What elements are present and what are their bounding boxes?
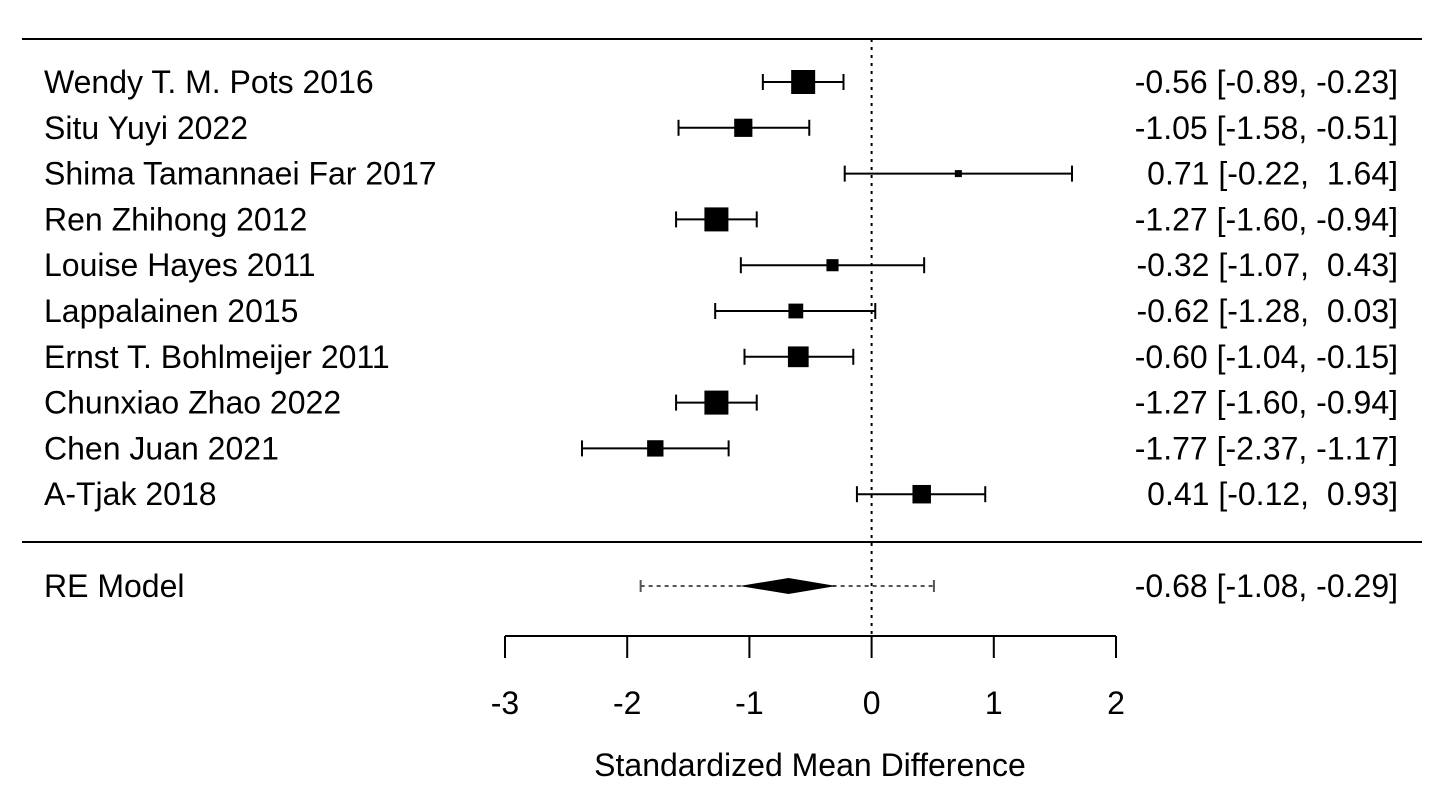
- ci-text: -1.77 [-2.37, -1.17]: [1135, 430, 1398, 466]
- study-row: Lappalainen 2015 -0.62 [-1.28, 0.03]: [44, 293, 1398, 329]
- study-label: Chunxiao Zhao 2022: [44, 385, 341, 421]
- point-estimate: [791, 70, 816, 94]
- summary-label: RE Model: [44, 568, 185, 604]
- point-estimate: [954, 170, 962, 178]
- point-estimate: [734, 118, 753, 137]
- ci-text: -1.27 [-1.60, -0.94]: [1135, 385, 1398, 421]
- point-estimate: [704, 207, 729, 232]
- x-tick-label: -2: [613, 685, 641, 721]
- study-label: Ren Zhihong 2012: [44, 201, 307, 237]
- x-tick-label: 2: [1107, 685, 1125, 721]
- studies-group: Wendy T. M. Pots 2016 -0.56 [-0.89, -0.23…: [44, 64, 1398, 512]
- study-row: Situ Yuyi 2022 -1.05 [-1.58, -0.51]: [44, 110, 1398, 146]
- point-estimate: [912, 484, 931, 504]
- x-tick-label: 1: [985, 685, 1003, 721]
- point-estimate: [704, 390, 729, 415]
- ci-text: -0.60 [-1.04, -0.15]: [1135, 339, 1398, 375]
- ci-text: -1.27 [-1.60, -0.94]: [1135, 201, 1398, 237]
- study-label: Shima Tamannaei Far 2017: [44, 156, 437, 192]
- study-row: Wendy T. M. Pots 2016 -0.56 [-0.89, -0.23…: [44, 64, 1398, 100]
- study-label: Situ Yuyi 2022: [44, 110, 248, 146]
- ci-text: -0.32 [-1.07, 0.43]: [1137, 247, 1399, 283]
- ci-text: -0.62 [-1.28, 0.03]: [1137, 293, 1399, 329]
- x-axis-label: Standardized Mean Difference: [594, 747, 1026, 783]
- ci-text: -0.56 [-0.89, -0.23]: [1135, 64, 1398, 100]
- x-tick-label: -3: [491, 685, 519, 721]
- summary-diamond: [739, 578, 837, 594]
- study-row: A-Tjak 2018 0.41 [-0.12, 0.93]: [44, 476, 1398, 512]
- x-tick-label: 0: [863, 685, 881, 721]
- ci-text: 0.71 [-0.22, 1.64]: [1147, 156, 1398, 192]
- x-tick-label: -1: [735, 685, 763, 721]
- study-row: Louise Hayes 2011 -0.32 [-1.07, 0.43]: [44, 247, 1398, 283]
- study-label: Lappalainen 2015: [44, 293, 298, 329]
- summary-group: RE Model -0.68 [-1.08, -0.29]: [44, 568, 1398, 604]
- study-row: Chunxiao Zhao 2022 -1.27 [-1.60, -0.94]: [44, 385, 1398, 421]
- point-estimate: [647, 440, 664, 457]
- x-axis: -3 -2 -1 0 1 2: [491, 635, 1125, 721]
- ci-text: -1.05 [-1.58, -0.51]: [1135, 110, 1398, 146]
- summary-ci-text: -0.68 [-1.08, -0.29]: [1135, 568, 1398, 604]
- point-estimate: [788, 303, 804, 319]
- study-label: Chen Juan 2021: [44, 430, 279, 466]
- study-row: Ren Zhihong 2012 -1.27 [-1.60, -0.94]: [44, 201, 1398, 237]
- point-estimate: [787, 346, 809, 368]
- study-label: Louise Hayes 2011: [44, 247, 316, 283]
- ci-text: 0.41 [-0.12, 0.93]: [1147, 476, 1398, 512]
- study-label: Wendy T. M. Pots 2016: [44, 64, 374, 100]
- study-row: Shima Tamannaei Far 2017 0.71 [-0.22, 1.6…: [44, 156, 1398, 192]
- study-label: Ernst T. Bohlmeijer 2011: [44, 339, 390, 375]
- study-row: Ernst T. Bohlmeijer 2011 -0.60 [-1.04, -0…: [44, 339, 1398, 375]
- study-label: A-Tjak 2018: [44, 476, 217, 512]
- study-row: Chen Juan 2021 -1.77 [-2.37, -1.17]: [44, 430, 1398, 466]
- point-estimate: [826, 259, 839, 272]
